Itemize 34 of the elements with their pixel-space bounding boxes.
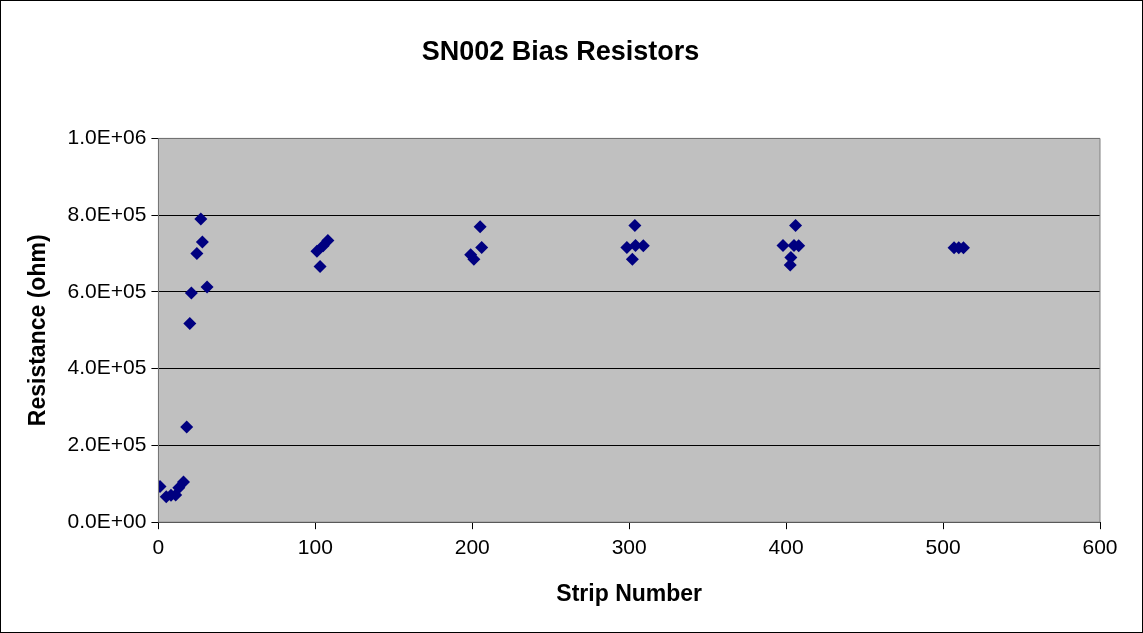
point: [195, 235, 209, 249]
point: [183, 316, 197, 330]
point: [789, 219, 803, 233]
point: [184, 286, 198, 300]
y-tick-label: 0.0E+00: [67, 509, 147, 532]
x-axis-title: Strip Number: [556, 579, 703, 606]
x-tick-label: 200: [454, 534, 490, 558]
y-axis-title: Resistance (ohm): [24, 234, 51, 427]
point: [620, 240, 634, 254]
y-tick-label: 8.0E+05: [67, 201, 147, 225]
x-tick-label: 100: [297, 534, 333, 558]
point: [473, 220, 487, 234]
point: [190, 247, 204, 261]
chart-title: SN002 Bias Resistors: [421, 35, 700, 66]
point: [475, 240, 489, 254]
y-tick-label: 4.0E+05: [67, 355, 147, 379]
x-tick-label: 500: [925, 534, 961, 558]
x-tick-label: 400: [768, 534, 804, 558]
point: [194, 212, 208, 226]
x-tick-label: 600: [1082, 534, 1118, 558]
x-tick-label: 300: [611, 534, 647, 558]
y-tick-label: 1.0E+06: [67, 125, 147, 149]
point: [177, 475, 191, 489]
point: [180, 420, 194, 434]
point: [313, 260, 327, 274]
point: [625, 252, 639, 266]
point: [784, 250, 798, 264]
point: [776, 238, 790, 252]
x-tick-label: 0: [152, 534, 165, 558]
point: [321, 233, 335, 247]
y-tick-label: 2.0E+05: [67, 432, 147, 456]
point: [200, 280, 214, 294]
y-tick-label: 6.0E+05: [67, 278, 147, 302]
point: [628, 219, 642, 233]
